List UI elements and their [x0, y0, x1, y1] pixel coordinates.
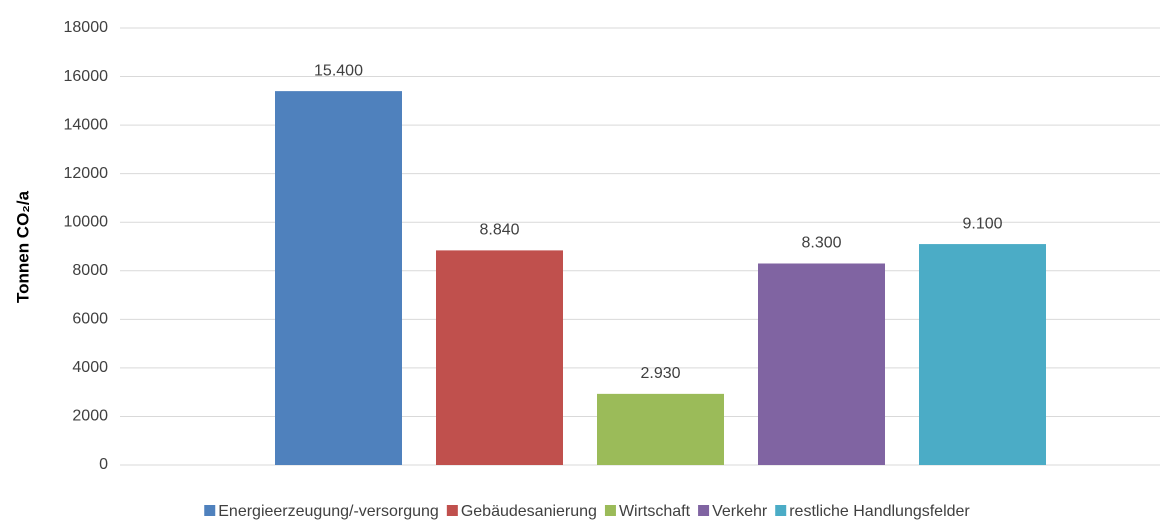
y-tick-label: 6000 — [72, 311, 108, 328]
legend-swatch — [698, 505, 710, 516]
y-axis-label: Tonnen CO₂/a — [13, 190, 32, 303]
bar — [758, 263, 885, 465]
bar — [436, 250, 563, 465]
y-tick-label: 8000 — [72, 262, 108, 279]
y-tick-label: 18000 — [64, 19, 109, 36]
legend: Energieerzeugung/-versorgung Gebäudesanie… — [204, 503, 970, 520]
y-tick-label: 4000 — [72, 359, 108, 376]
data-label: 8.300 — [801, 235, 841, 252]
y-tick-label: 12000 — [64, 165, 109, 182]
legend-label: Wirtschaft — [619, 503, 691, 520]
y-tick-label: 0 — [99, 456, 108, 473]
legend-label: Energieerzeugung/-versorgung — [218, 503, 439, 520]
y-tick-label: 10000 — [64, 213, 109, 230]
y-tick-label: 14000 — [64, 116, 109, 133]
legend-swatch — [775, 505, 787, 516]
bar — [275, 91, 402, 465]
bar — [919, 244, 1046, 465]
data-label: 8.840 — [479, 222, 519, 239]
legend-label: restliche Handlungsfelder — [789, 503, 970, 520]
legend-swatch — [446, 505, 458, 516]
y-tick-label: 16000 — [64, 68, 109, 85]
data-label: 9.100 — [962, 215, 1002, 232]
legend-swatch — [204, 505, 216, 516]
legend-label: Gebäudesanierung — [461, 503, 597, 520]
bar — [597, 393, 724, 465]
y-tick-label: 2000 — [72, 408, 108, 425]
legend-swatch — [604, 505, 616, 516]
legend-label: Verkehr — [712, 503, 768, 520]
data-label: 2.930 — [640, 365, 680, 382]
data-label: 15.400 — [314, 62, 363, 79]
